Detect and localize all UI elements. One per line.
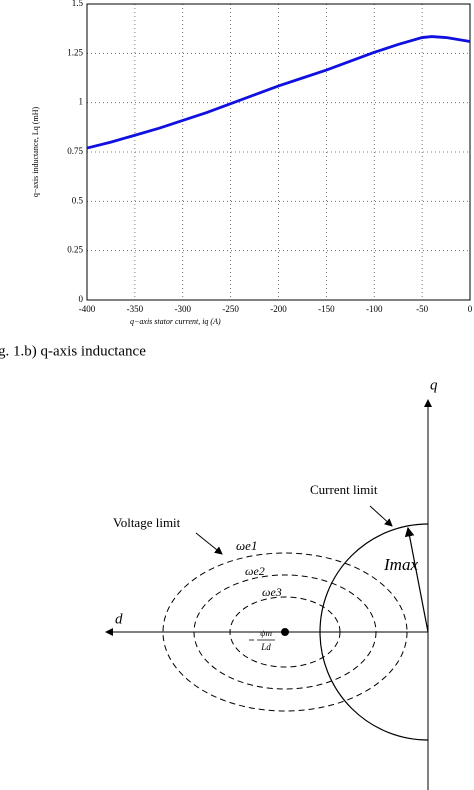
current-limit-label: Current limit bbox=[310, 482, 378, 497]
caption: g. 1.b) q-axis inductance bbox=[0, 343, 146, 359]
q-label: q bbox=[430, 377, 438, 393]
x-tick-label: -200 bbox=[270, 304, 287, 314]
y-tick-label: 0.5 bbox=[72, 195, 84, 205]
imax-arrow bbox=[404, 526, 429, 633]
voltage-ellipse bbox=[193, 574, 377, 690]
y-tick-label: 1.25 bbox=[67, 47, 83, 57]
x-tick-label: -50 bbox=[416, 304, 428, 314]
omega-label: ωe1 bbox=[236, 538, 257, 553]
voltage-ellipse bbox=[162, 552, 408, 712]
y-tick-label: 0.25 bbox=[67, 245, 83, 255]
x-tick-label: -100 bbox=[366, 304, 383, 314]
omega-label: ωe2 bbox=[245, 564, 265, 578]
y-tick-label: 0.75 bbox=[67, 146, 83, 156]
current-arrow bbox=[369, 505, 393, 527]
voltage-arrow bbox=[195, 532, 223, 555]
x-tick-label: -350 bbox=[127, 304, 144, 314]
y-tick-label: 1.5 bbox=[72, 0, 84, 8]
omega-label: ωe3 bbox=[262, 585, 282, 599]
x-tick-label: -300 bbox=[175, 304, 192, 314]
center-num: ψm bbox=[260, 628, 273, 638]
y-tick-label: 1 bbox=[79, 97, 84, 107]
plot-frame bbox=[86, 3, 471, 301]
diagram bbox=[105, 399, 432, 790]
center-dot bbox=[281, 628, 289, 636]
series-line bbox=[86, 35, 471, 150]
x-axis-label: q−axis stator current, iq (A) bbox=[130, 317, 221, 326]
y-tick-label: 0 bbox=[79, 294, 84, 304]
center-den: Ld bbox=[260, 642, 271, 652]
voltage-ellipse bbox=[229, 596, 341, 668]
x-tick-label: 0 bbox=[468, 304, 473, 314]
d-label: d bbox=[115, 611, 123, 627]
y-axis-label: q−axis inductance, Lq (mH) bbox=[31, 107, 40, 198]
current-limit-circle bbox=[319, 523, 429, 741]
x-tick-label: -400 bbox=[79, 304, 96, 314]
imax-label: Imax bbox=[383, 555, 418, 574]
voltage-limit-label: Voltage limit bbox=[113, 515, 181, 530]
x-tick-label: -150 bbox=[318, 304, 335, 314]
x-tick-label: -250 bbox=[222, 304, 239, 314]
